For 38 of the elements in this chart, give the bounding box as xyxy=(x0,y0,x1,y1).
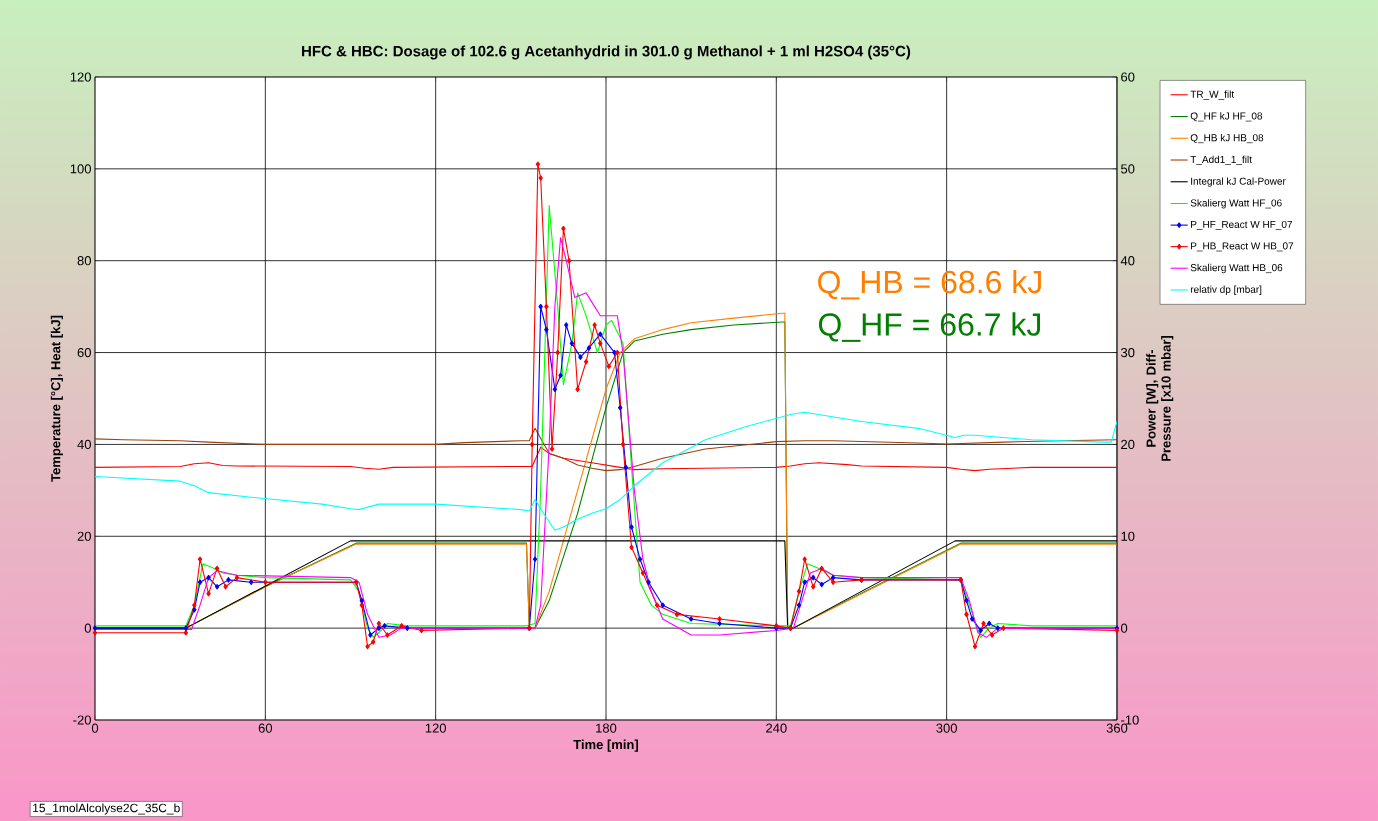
x-tick-label: 360 xyxy=(1106,723,1128,733)
y2-axis-title: Power [W], Diff-Pressure [x10 mbar] xyxy=(1146,336,1174,461)
legend-label: P_HF_React W HF_07 xyxy=(1191,220,1292,230)
y2-tick-label: 20 xyxy=(1121,439,1135,450)
legend-label: relativ dp [mbar] xyxy=(1190,285,1262,295)
y2-tick-label: 60 xyxy=(1121,72,1135,82)
y2-tick-label: 50 xyxy=(1121,164,1135,174)
legend-label: Q_HB kJ HB_08 xyxy=(1190,133,1264,144)
y2-tick-label: -10 xyxy=(1121,715,1139,725)
y2-tick-label: 0 xyxy=(1120,623,1128,633)
legend-label: TR_W_filt xyxy=(1190,90,1235,100)
legend-label: Skalierg Watt HF_06 xyxy=(1190,199,1282,209)
legend-label: Q_HF kJ HF_08 xyxy=(1190,112,1263,122)
legend-label: P_HB_React W HB_07 xyxy=(1191,242,1294,252)
y-tick-label: 40 xyxy=(77,439,91,450)
x-axis-title: Time [min] xyxy=(573,739,638,752)
legend-label: T_Add1_1_filt xyxy=(1190,155,1252,165)
x-tick-label: 300 xyxy=(936,723,957,733)
y-tick-label: 120 xyxy=(70,72,91,82)
x-tick-label: 120 xyxy=(425,723,446,733)
y-tick-label: 20 xyxy=(77,531,91,541)
y-axis-title: Temperature [°C], Heat [kJ] xyxy=(50,315,63,482)
y-tick-label: 0 xyxy=(84,623,91,633)
x-tick-label: 0 xyxy=(91,723,99,733)
y2-tick-label: 10 xyxy=(1121,531,1135,541)
y-tick-label: 60 xyxy=(77,347,91,358)
legend-label: Integral kJ Cal-Power xyxy=(1191,177,1286,187)
chart-title: HFC & HBC: Dosage of 102.6 g Acetanhydrid in 301.0 g Methanol + 1 ml H2SO4 (35°C) xyxy=(302,45,911,60)
x-tick-label: 240 xyxy=(766,723,787,733)
legend-label: Skalierg Watt HB_06 xyxy=(1190,263,1283,274)
x-tick-label: 60 xyxy=(258,723,273,733)
y-tick-label: 80 xyxy=(77,256,91,266)
y2-tick-label: 40 xyxy=(1120,256,1135,266)
y-tick-label: 100 xyxy=(70,164,91,174)
y-tick-label: -20 xyxy=(73,715,91,725)
x-tick-label: 180 xyxy=(596,723,617,733)
text: 15_1molAlcolyse2C_35C_b xyxy=(33,803,180,815)
y2-tick-label: 30 xyxy=(1120,347,1135,358)
